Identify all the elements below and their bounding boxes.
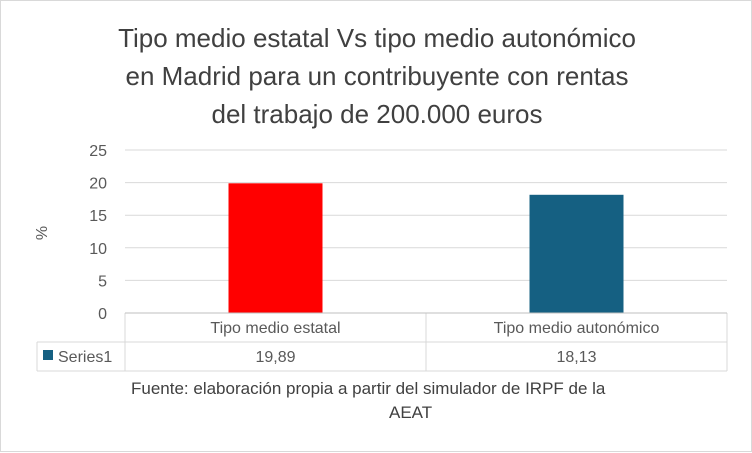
category-label-1: Tipo medio autonómico <box>494 320 660 337</box>
legend-key-series1 <box>43 350 53 360</box>
bar-1 <box>529 194 624 313</box>
y-tick-label-5: 25 <box>89 143 107 160</box>
legend-label-series1: Series1 <box>58 349 112 366</box>
source-line-2: AEAT <box>389 403 433 422</box>
y-tick-label-2: 10 <box>89 241 107 258</box>
data-label-1: 18,13 <box>556 349 596 366</box>
chart-source: Fuente: elaboración propia a partir del … <box>131 377 731 425</box>
data-label-0: 19,89 <box>255 349 295 366</box>
category-label-0: Tipo medio estatal <box>210 320 340 337</box>
y-tick-label-3: 15 <box>89 208 107 225</box>
y-tick-label-1: 5 <box>98 273 107 290</box>
source-line-1: Fuente: elaboración propia a partir del … <box>131 379 606 398</box>
y-tick-label-0: 0 <box>98 306 107 323</box>
y-axis-label: % <box>34 226 51 240</box>
chart-title: Tipo medio estatal Vs tipo medio autonóm… <box>41 19 713 133</box>
chart-title-line-3: del trabajo de 200.000 euros <box>211 99 543 129</box>
bar-0 <box>228 183 323 313</box>
chart-title-line-1: Tipo medio estatal Vs tipo medio autonóm… <box>118 23 636 53</box>
chart-title-line-2: en Madrid para un contribuyente con rent… <box>125 61 629 91</box>
y-tick-label-4: 20 <box>89 176 107 193</box>
